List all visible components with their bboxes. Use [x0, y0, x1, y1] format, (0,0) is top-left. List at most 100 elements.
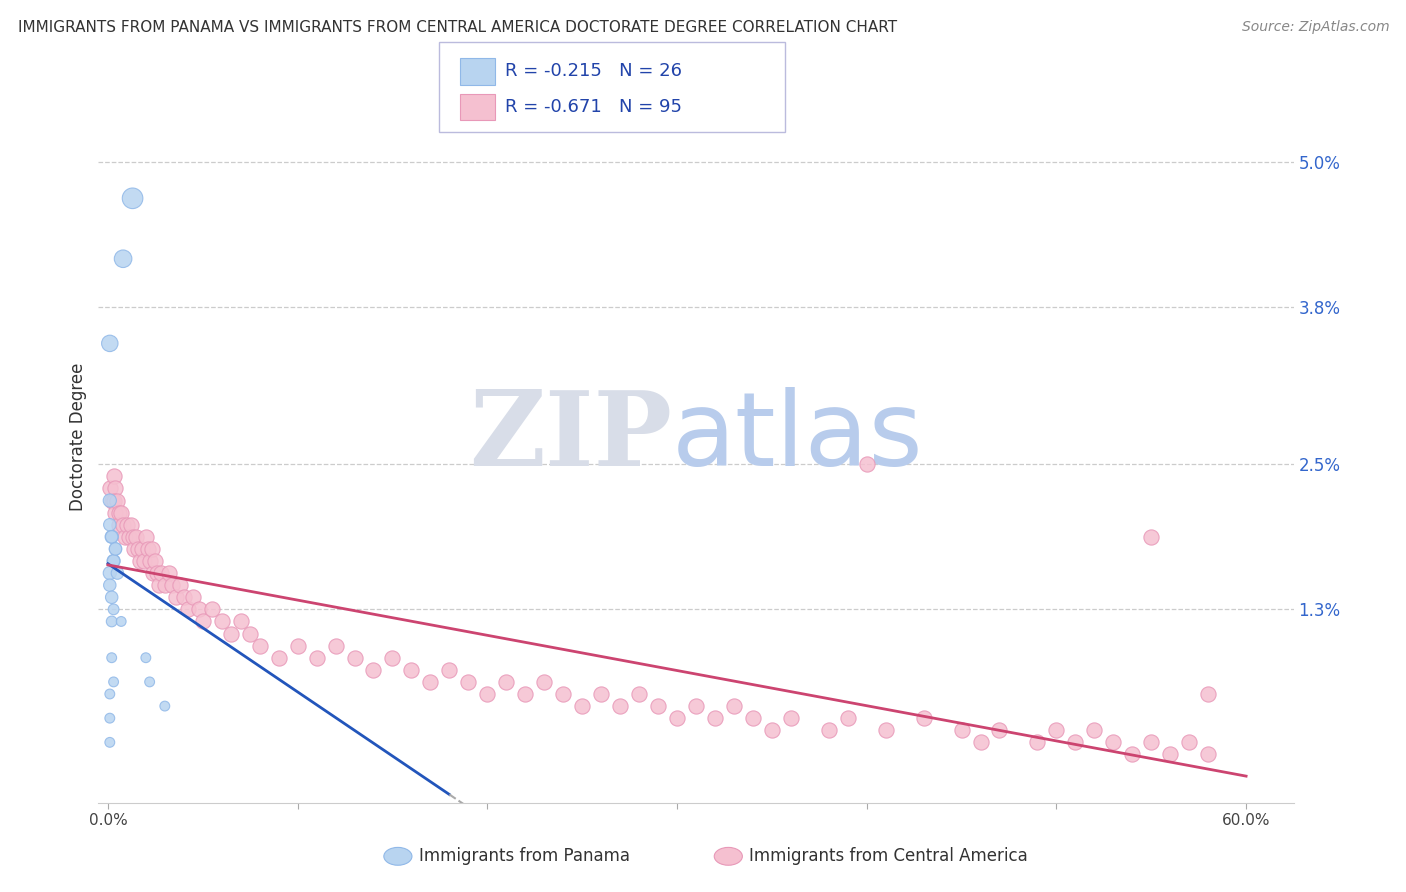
Point — [118, 530, 141, 544]
Point — [1197, 687, 1219, 701]
Point — [115, 517, 138, 532]
Point — [169, 578, 191, 592]
Point — [381, 650, 404, 665]
Point — [98, 493, 121, 508]
Point — [103, 469, 125, 483]
Point — [100, 591, 122, 605]
Point — [105, 493, 128, 508]
Point — [138, 674, 160, 689]
Point — [100, 650, 122, 665]
Point — [131, 541, 153, 556]
Point — [129, 554, 152, 568]
Point — [229, 615, 252, 629]
Point — [1178, 735, 1201, 749]
Point — [211, 615, 233, 629]
Point — [1064, 735, 1087, 749]
Point — [100, 493, 122, 508]
Point — [98, 735, 121, 749]
Point — [165, 591, 187, 605]
Point — [108, 506, 131, 520]
Point — [98, 711, 121, 725]
Point — [121, 530, 143, 544]
Point — [457, 674, 479, 689]
Point — [98, 482, 121, 496]
Point — [125, 530, 148, 544]
Y-axis label: Doctorate Degree: Doctorate Degree — [69, 363, 87, 511]
Point — [104, 506, 127, 520]
Point — [108, 517, 131, 532]
Point — [162, 578, 184, 592]
Point — [609, 699, 631, 714]
Point — [136, 541, 159, 556]
Point — [343, 650, 366, 665]
Point — [148, 578, 170, 592]
Point — [287, 639, 309, 653]
Point — [553, 687, 575, 701]
Point — [219, 626, 242, 640]
Point — [120, 517, 142, 532]
Point — [1102, 735, 1125, 749]
Point — [103, 602, 125, 616]
Point — [401, 663, 423, 677]
Point — [188, 602, 211, 616]
Point — [685, 699, 707, 714]
Point — [112, 517, 135, 532]
Point — [495, 674, 517, 689]
Point — [100, 530, 122, 544]
Point — [477, 687, 499, 701]
Point — [191, 615, 214, 629]
Point — [98, 566, 121, 580]
Point — [201, 602, 224, 616]
Point — [703, 711, 725, 725]
Point — [1197, 747, 1219, 762]
Point — [950, 723, 973, 738]
Text: Immigrants from Panama: Immigrants from Panama — [419, 847, 630, 865]
Point — [141, 541, 163, 556]
Point — [1026, 735, 1049, 749]
Point — [98, 336, 121, 351]
Text: IMMIGRANTS FROM PANAMA VS IMMIGRANTS FROM CENTRAL AMERICA DOCTORATE DEGREE CORRE: IMMIGRANTS FROM PANAMA VS IMMIGRANTS FRO… — [18, 20, 897, 35]
Point — [363, 663, 385, 677]
Point — [98, 578, 121, 592]
Point — [105, 566, 128, 580]
Point — [143, 554, 166, 568]
Point — [837, 711, 859, 725]
Point — [761, 723, 783, 738]
Point — [988, 723, 1011, 738]
Point — [969, 735, 991, 749]
Point — [1140, 530, 1163, 544]
Point — [1159, 747, 1181, 762]
Text: atlas: atlas — [672, 386, 924, 488]
Point — [153, 578, 176, 592]
Text: ZIP: ZIP — [470, 386, 672, 488]
Point — [875, 723, 897, 738]
Text: Immigrants from Central America: Immigrants from Central America — [749, 847, 1028, 865]
Point — [741, 711, 763, 725]
Point — [132, 554, 155, 568]
Point — [150, 566, 173, 580]
Point — [1140, 735, 1163, 749]
Point — [153, 699, 176, 714]
Point — [146, 566, 169, 580]
Point — [912, 711, 935, 725]
Point — [855, 457, 877, 471]
Point — [114, 530, 136, 544]
Point — [103, 554, 125, 568]
Point — [127, 541, 149, 556]
Point — [666, 711, 689, 725]
Point — [591, 687, 613, 701]
Point — [779, 711, 801, 725]
Text: Source: ZipAtlas.com: Source: ZipAtlas.com — [1241, 20, 1389, 34]
Point — [98, 687, 121, 701]
Point — [439, 663, 461, 677]
Point — [419, 674, 441, 689]
Point — [142, 566, 165, 580]
Text: R = -0.215   N = 26: R = -0.215 N = 26 — [505, 62, 682, 80]
Point — [239, 626, 262, 640]
Point — [104, 541, 127, 556]
Point — [267, 650, 290, 665]
Point — [104, 541, 127, 556]
Point — [138, 554, 160, 568]
Point — [628, 687, 651, 701]
Text: R = -0.671   N = 95: R = -0.671 N = 95 — [505, 98, 682, 116]
